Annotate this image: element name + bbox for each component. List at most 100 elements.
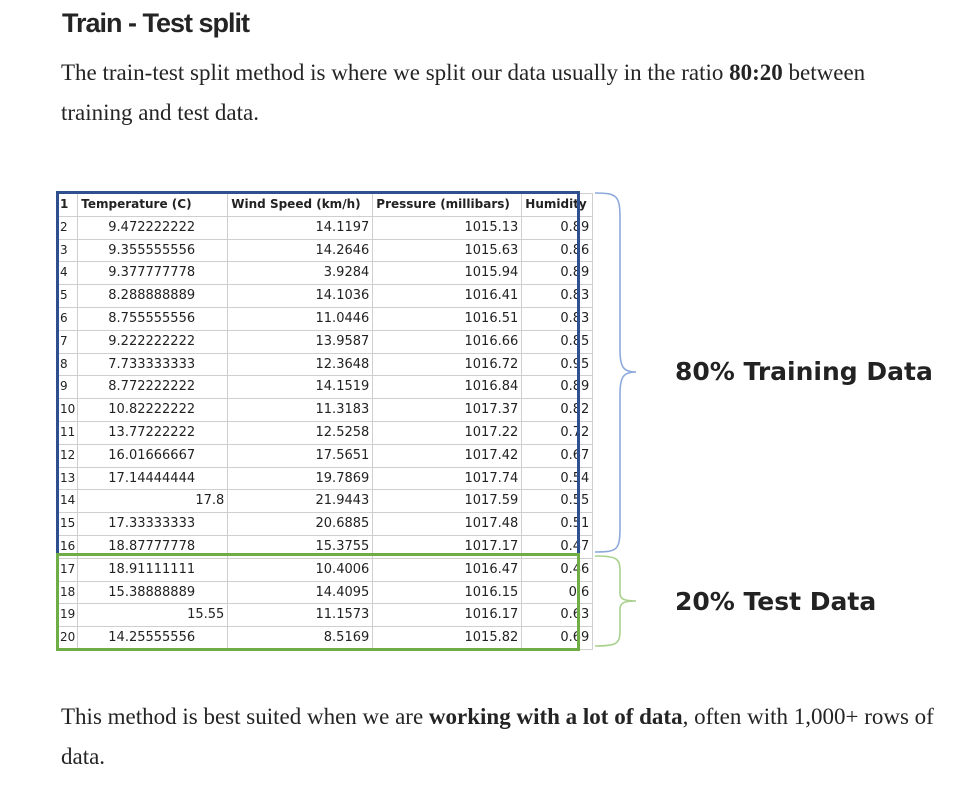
cell-wind-speed: 11.0446 <box>227 306 374 331</box>
table-row: 17 18.91111111 10.4006 1016.47 0.46 <box>56 557 594 582</box>
cell-temperature: 18.91111111 <box>77 557 229 582</box>
cell-humidity: 0.89 <box>521 215 594 240</box>
table-row: 6 8.755555556 11.0446 1016.51 0.83 <box>56 306 594 331</box>
cell-humidity: 0.47 <box>521 534 594 559</box>
row-number: 1 <box>56 193 79 217</box>
row-number: 10 <box>56 398 79 422</box>
table-row: 9 8.772222222 14.1519 1016.84 0.89 <box>56 375 594 400</box>
table-row: 12 16.01666667 17.5651 1017.42 0.67 <box>56 443 594 468</box>
cell-temperature: 14.25555556 <box>77 626 229 650</box>
table-row: 2 9.472222222 14.1197 1015.13 0.89 <box>56 215 594 240</box>
cell-pressure: 1015.63 <box>372 238 523 263</box>
cell-wind-speed: 12.3648 <box>227 352 374 377</box>
intro-ratio: 80:20 <box>729 60 783 85</box>
cell-pressure: 1017.22 <box>372 420 523 445</box>
cell-temperature: 9.472222222 <box>77 215 229 240</box>
cell-pressure: 1016.47 <box>372 557 523 582</box>
row-number: 4 <box>56 261 79 286</box>
cell-temperature: 8.755555556 <box>77 306 229 331</box>
cell-temperature: 7.733333333 <box>77 352 229 377</box>
table-row: 10 10.82222222 11.3183 1017.37 0.82 <box>56 398 594 422</box>
table-row: 3 9.355555556 14.2646 1015.63 0.86 <box>56 238 594 263</box>
row-number: 6 <box>56 306 79 331</box>
cell-wind-speed: 17.5651 <box>227 443 374 468</box>
intro-text-before: The train-test split method is where we … <box>61 60 730 85</box>
cell-pressure: 1017.74 <box>372 466 523 491</box>
cell-pressure: 1016.17 <box>372 603 523 628</box>
outro-text-before: This method is best suited when we are <box>61 704 429 729</box>
cell-temperature: 18.87777778 <box>77 534 229 559</box>
table-row: 7 9.222222222 13.9587 1016.66 0.85 <box>56 329 594 354</box>
row-number: 2 <box>56 215 79 240</box>
row-number: 12 <box>56 443 79 468</box>
cell-wind-speed: 11.3183 <box>227 398 374 422</box>
cell-temperature: 15.38888889 <box>77 580 229 605</box>
weather-data-table: 1 Temperature (C) Wind Speed (km/h) Pres… <box>56 193 594 650</box>
cell-wind-speed: 21.9443 <box>227 489 374 514</box>
cell-temperature: 17.33333333 <box>77 512 229 536</box>
table-row: 20 14.25555556 8.5169 1015.82 0.69 <box>56 626 594 650</box>
cell-humidity: 0.46 <box>521 557 594 582</box>
outro-emphasis: working with a lot of data <box>428 704 683 729</box>
cell-pressure: 1017.17 <box>372 534 523 559</box>
table-header-row: 1 Temperature (C) Wind Speed (km/h) Pres… <box>56 193 594 217</box>
table-row: 11 13.77222222 12.5258 1017.22 0.72 <box>56 420 594 445</box>
row-number: 13 <box>56 466 79 491</box>
test-brace <box>594 555 637 647</box>
cell-pressure: 1015.13 <box>372 215 523 240</box>
cell-wind-speed: 11.1573 <box>227 603 374 628</box>
cell-temperature: 15.55 <box>77 603 229 628</box>
cell-temperature: 17.14444444 <box>77 466 229 491</box>
cell-humidity: 0.67 <box>521 443 594 468</box>
row-number: 8 <box>56 352 79 377</box>
column-header-temperature: Temperature (C) <box>77 193 229 217</box>
cell-temperature: 8.772222222 <box>77 375 229 400</box>
cell-humidity: 0.85 <box>521 329 594 354</box>
cell-temperature: 16.01666667 <box>77 443 229 468</box>
cell-wind-speed: 14.1519 <box>227 375 374 400</box>
table-row: 18 15.38888889 14.4095 1016.15 0.6 <box>56 580 594 605</box>
row-number: 18 <box>56 580 79 605</box>
table-row: 8 7.733333333 12.3648 1016.72 0.95 <box>56 352 594 377</box>
cell-wind-speed: 14.4095 <box>227 580 374 605</box>
cell-temperature: 8.288888889 <box>77 284 229 308</box>
intro-text-after: between training and test data. <box>61 60 866 125</box>
cell-pressure: 1017.37 <box>372 398 523 422</box>
outro-paragraph: This method is best suited when we are w… <box>61 697 941 777</box>
cell-wind-speed: 8.5169 <box>227 626 374 650</box>
table-row: 19 15.55 11.1573 1016.17 0.63 <box>56 603 594 628</box>
cell-humidity: 0.83 <box>521 284 594 308</box>
table-row: 13 17.14444444 19.7869 1017.74 0.54 <box>56 466 594 491</box>
column-header-wind-speed: Wind Speed (km/h) <box>227 193 374 217</box>
table-row: 4 9.377777778 3.9284 1015.94 0.89 <box>56 261 594 286</box>
row-number: 7 <box>56 329 79 354</box>
cell-pressure: 1016.72 <box>372 352 523 377</box>
cell-temperature: 9.222222222 <box>77 329 229 354</box>
cell-humidity: 0.72 <box>521 420 594 445</box>
column-header-pressure: Pressure (millibars) <box>372 193 523 217</box>
column-header-humidity: Humidity <box>521 193 594 217</box>
cell-wind-speed: 19.7869 <box>227 466 374 491</box>
cell-humidity: 0.54 <box>521 466 594 491</box>
intro-paragraph: The train-test split method is where we … <box>61 53 941 133</box>
row-number: 9 <box>56 375 79 400</box>
table-row: 16 18.87777778 15.3755 1017.17 0.47 <box>56 534 594 559</box>
cell-wind-speed: 3.9284 <box>227 261 374 286</box>
cell-pressure: 1015.82 <box>372 626 523 650</box>
cell-wind-speed: 20.6885 <box>227 512 374 536</box>
cell-pressure: 1017.59 <box>372 489 523 514</box>
table-row: 5 8.288888889 14.1036 1016.41 0.83 <box>56 284 594 308</box>
cell-pressure: 1017.42 <box>372 443 523 468</box>
table-row: 15 17.33333333 20.6885 1017.48 0.51 <box>56 512 594 536</box>
cell-wind-speed: 13.9587 <box>227 329 374 354</box>
cell-temperature: 17.8 <box>77 489 229 514</box>
outro-text-after: , often with 1,000+ rows of data. <box>61 704 934 769</box>
cell-wind-speed: 12.5258 <box>227 420 374 445</box>
cell-pressure: 1016.15 <box>372 580 523 605</box>
cell-temperature: 9.355555556 <box>77 238 229 263</box>
row-number: 5 <box>56 284 79 308</box>
row-number: 14 <box>56 489 79 514</box>
cell-wind-speed: 10.4006 <box>227 557 374 582</box>
cell-temperature: 9.377777778 <box>77 261 229 286</box>
cell-pressure: 1017.48 <box>372 512 523 536</box>
